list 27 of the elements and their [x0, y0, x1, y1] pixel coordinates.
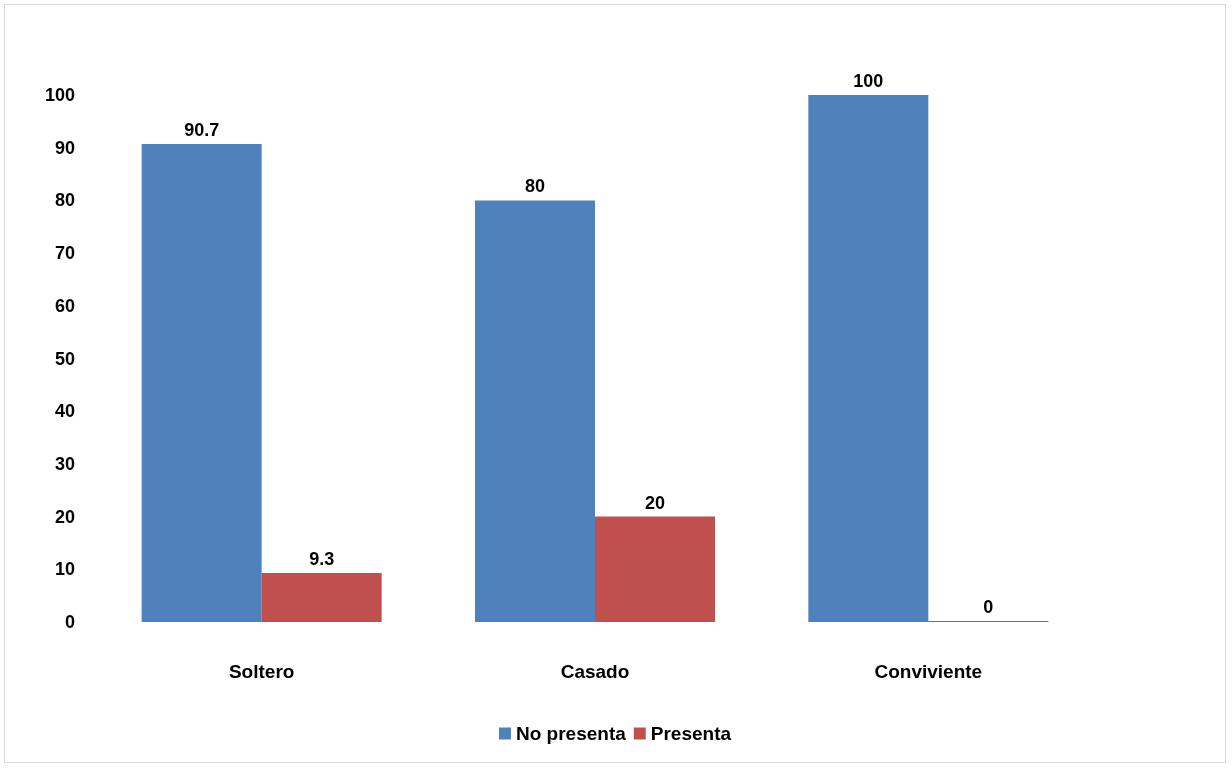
bar — [595, 516, 715, 622]
data-label: 90.7 — [184, 120, 220, 141]
data-label: 0 — [983, 597, 994, 617]
y-tick-label: 30 — [54, 453, 75, 474]
bar — [475, 200, 595, 622]
x-tick-label: Casado — [560, 661, 630, 682]
y-tick-label: 80 — [54, 190, 75, 211]
y-tick-label: 40 — [54, 401, 75, 422]
y-tick-label: 100 — [44, 85, 75, 105]
y-tick-label: 20 — [54, 506, 75, 527]
bar — [141, 144, 262, 622]
bar — [808, 95, 929, 622]
y-tick-label: 0 — [64, 612, 75, 632]
data-label: 9.3 — [309, 548, 335, 569]
y-tick-label: 60 — [54, 295, 75, 316]
x-tick-label: Conviviente — [874, 661, 983, 682]
bar — [261, 572, 382, 622]
y-tick-label: 50 — [54, 348, 75, 369]
data-label: 80 — [524, 176, 546, 197]
data-label: 20 — [644, 492, 666, 513]
legend-label: Presenta — [650, 723, 732, 744]
x-tick-label: Soltero — [228, 661, 295, 682]
y-tick-label: 70 — [54, 243, 75, 264]
y-tick-label: 10 — [54, 559, 75, 580]
y-tick-label: 90 — [54, 137, 75, 158]
legend-label: No presenta — [515, 723, 627, 744]
data-label: 100 — [853, 71, 884, 91]
